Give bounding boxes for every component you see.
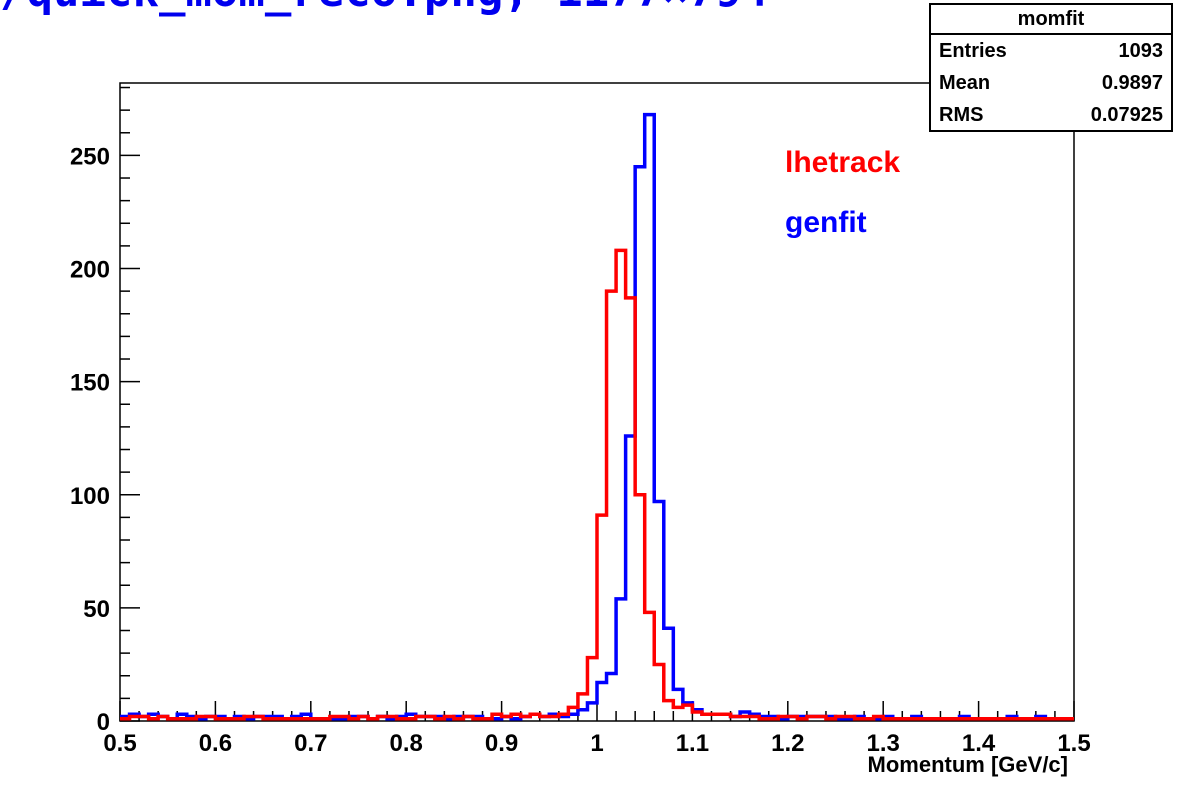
- legend-entry-genfit: genfit: [785, 206, 867, 239]
- lhetrack-histogram-line: [120, 248, 1074, 721]
- x-tick-label: 0.9: [485, 730, 518, 757]
- x-tick-label: 0.6: [199, 730, 232, 757]
- x-tick-label: 0.5: [103, 730, 136, 757]
- stats-label: RMS: [939, 104, 984, 126]
- y-tick-label: 150: [70, 370, 110, 397]
- y-tick-label: 0: [97, 709, 110, 736]
- x-tick-label: 0.8: [390, 730, 423, 757]
- page-title: /quick_mom_reco.png, 1177×794: [0, 0, 768, 17]
- stats-title: momfit: [931, 5, 1171, 35]
- x-tick-label: 1.4: [962, 730, 996, 757]
- x-tick-label: 1.3: [867, 730, 900, 757]
- stats-row-entries: Entries 1093: [931, 35, 1171, 67]
- x-tick-label: 1.5: [1057, 730, 1090, 757]
- y-tick-label: 100: [70, 483, 110, 510]
- x-tick-label: 0.7: [294, 730, 327, 757]
- y-tick-label: 50: [83, 596, 110, 623]
- stats-label: Entries: [939, 40, 1007, 62]
- stats-box: momfit Entries 1093 Mean 0.9897 RMS 0.07…: [929, 3, 1173, 132]
- stats-value: 0.9897: [1101, 72, 1163, 94]
- stats-row-rms: RMS 0.07925: [931, 99, 1171, 131]
- stats-value: 1093: [1118, 40, 1164, 62]
- stats-label: Mean: [939, 72, 991, 94]
- x-tick-label: 1.1: [676, 730, 709, 757]
- x-axis-title: Momentum [GeV/c]: [868, 752, 1068, 777]
- stats-value: 0.07925: [1090, 104, 1163, 126]
- y-axis: 0 50 100 150 200 250: [70, 86, 140, 736]
- histogram-series: [120, 112, 1074, 721]
- y-tick-label: 200: [70, 257, 110, 284]
- x-axis: 0.5 0.6 0.7 0.8 0.9 1 1.1 1.2 1.3 1.4 1.5: [103, 701, 1091, 757]
- stats-row-mean: Mean 0.9897: [931, 67, 1171, 99]
- legend-entry-lhetrack: lhetrack: [785, 146, 900, 179]
- x-tick-label: 1: [590, 730, 603, 757]
- y-tick-label: 250: [70, 143, 110, 170]
- legend: lhetrack genfit: [785, 146, 900, 239]
- x-tick-label: 1.2: [771, 730, 804, 757]
